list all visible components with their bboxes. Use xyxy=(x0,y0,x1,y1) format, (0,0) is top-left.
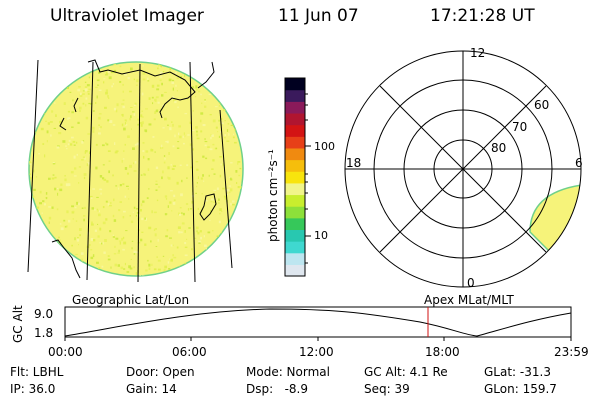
status-seq: Seq: 39 xyxy=(364,382,410,396)
mlat-label-80: 80 xyxy=(491,141,507,155)
colorbar-band xyxy=(285,217,305,231)
mlat-label-60: 60 xyxy=(534,98,550,112)
instrument-title: Ultraviolet Imager xyxy=(50,6,204,26)
colorbar-unit-label: photon cm⁻²s⁻¹ xyxy=(266,149,280,242)
colorbar xyxy=(285,78,305,277)
colorbar-frame xyxy=(284,77,306,277)
timeline-ticks xyxy=(64,337,572,341)
mlt-label-6: 6 xyxy=(575,156,583,170)
colorbar-band xyxy=(285,89,305,102)
status-glat: GLat: -31.3 xyxy=(484,365,551,379)
mlt-label-12: 12 xyxy=(470,46,486,60)
colorbar-band xyxy=(285,101,305,114)
colorbar-band xyxy=(285,112,305,126)
mlt-label-0: 0 xyxy=(467,276,475,290)
status-filter: Flt: LBHL xyxy=(10,365,64,379)
mlt-label-18: 18 xyxy=(346,156,362,170)
timeline-xtick-1: 06:00 xyxy=(172,345,207,359)
colorbar-band xyxy=(285,241,305,254)
status-ip: IP: 36.0 xyxy=(10,382,56,396)
colorbar-band xyxy=(285,182,305,196)
status-mode: Mode: Normal xyxy=(246,365,330,379)
colorbar-tick-100: 100 xyxy=(314,140,335,153)
timeline-xtick-0: 00:00 xyxy=(48,345,83,359)
colorbar-band xyxy=(285,194,305,207)
status-gain: Gain: 14 xyxy=(126,382,177,396)
meridian-lines xyxy=(27,59,233,283)
timeline-xtick-4: 23:59 xyxy=(554,345,589,359)
polar-plot xyxy=(344,50,582,288)
status-glon: GLon: 159.7 xyxy=(484,382,557,396)
geographic-image xyxy=(27,59,244,283)
colorbar-band xyxy=(285,136,305,149)
coastlines xyxy=(51,59,217,279)
auroral-disk xyxy=(28,61,244,277)
altitude-curve xyxy=(64,308,572,337)
colorbar-tick-10: 10 xyxy=(314,229,328,242)
status-door: Door: Open xyxy=(126,365,195,379)
status-dsp: Dsp: -8.9 xyxy=(246,382,309,396)
timeline-xtick-3: 18:00 xyxy=(425,345,460,359)
colorbar-band xyxy=(285,252,305,265)
polar-grid xyxy=(344,50,582,288)
status-gc-alt: GC Alt: 4.1 Re xyxy=(364,365,448,379)
colorbar-band xyxy=(285,78,305,91)
observation-date: 11 Jun 07 xyxy=(278,6,359,26)
observation-time: 17:21:28 UT xyxy=(430,6,535,26)
altitude-timeline xyxy=(64,306,572,341)
colorbar-band xyxy=(285,229,305,242)
colorbar-band xyxy=(285,206,305,219)
timeline-ylabel: GC Alt xyxy=(11,305,25,343)
colorbar-band xyxy=(285,147,305,161)
apex-caption: Apex MLat/MLT xyxy=(424,293,514,307)
colorbar-band xyxy=(285,124,305,137)
timeline-ytick-high: 9.0 xyxy=(34,307,54,321)
colorbar-ticks xyxy=(305,93,311,264)
timeline-ytick-low: 1.8 xyxy=(34,326,54,340)
colorbar-band xyxy=(285,264,305,277)
geographic-caption: Geographic Lat/Lon xyxy=(72,293,190,307)
mlat-label-70: 70 xyxy=(512,120,528,134)
colorbar-band xyxy=(285,171,305,184)
timeline-xtick-2: 12:00 xyxy=(299,345,334,359)
colorbar-band xyxy=(285,159,305,172)
timeline-frame xyxy=(64,306,572,338)
